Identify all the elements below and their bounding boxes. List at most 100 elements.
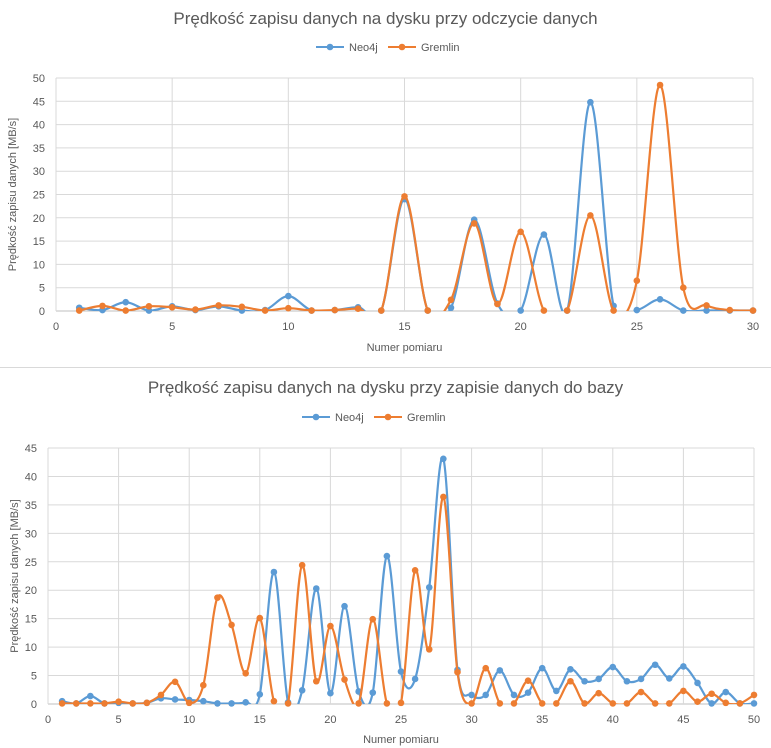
data-point-neo4j [680, 307, 687, 314]
y-tick-label: 5 [39, 283, 45, 295]
y-tick-label: 5 [31, 671, 37, 683]
series-line-gremlin [78, 83, 754, 311]
y-axis-label: Prędkość zapisu danych [MB/s] [7, 118, 19, 271]
legend-item-neo4j: Neo4j [302, 412, 364, 424]
data-point-gremlin [680, 687, 687, 695]
data-point-gremlin [494, 300, 501, 308]
legend-label: Gremlin [421, 42, 460, 54]
y-tick-label: 20 [33, 213, 45, 225]
x-tick-label: 20 [324, 714, 336, 726]
data-point-neo4j [567, 665, 574, 673]
data-point-neo4j [200, 697, 207, 705]
data-point-gremlin [749, 307, 757, 314]
data-point-neo4j [122, 298, 129, 306]
data-point-neo4j [228, 700, 235, 707]
data-point-gremlin [157, 691, 165, 699]
data-point-gremlin [563, 307, 571, 314]
data-point-neo4j [256, 691, 264, 698]
data-point-neo4j [665, 675, 673, 682]
data-point-gremlin [312, 677, 320, 685]
data-point-gremlin [327, 622, 334, 630]
data-point-gremlin [87, 700, 94, 707]
data-point-gremlin [581, 700, 588, 707]
data-point-gremlin [694, 698, 701, 706]
y-tick-label: 30 [25, 528, 37, 540]
data-point-neo4j [703, 307, 710, 314]
data-point-gremlin [75, 307, 83, 314]
data-point-neo4j [581, 677, 588, 685]
data-point-neo4j [425, 584, 433, 591]
data-point-neo4j [656, 296, 664, 303]
data-point-gremlin [540, 307, 548, 314]
series-neo4j [58, 455, 758, 707]
x-tick-label: 10 [183, 714, 195, 726]
data-point-gremlin [214, 594, 221, 601]
legend-marker [312, 413, 320, 421]
series-gremlin [75, 81, 757, 314]
x-tick-label: 35 [536, 714, 548, 726]
data-point-gremlin [553, 700, 560, 707]
x-axis-label: Numer pomiaru [367, 342, 443, 354]
data-point-gremlin [192, 306, 199, 313]
data-point-neo4j [87, 692, 94, 700]
data-point-gremlin [200, 681, 207, 689]
data-point-gremlin [168, 303, 176, 311]
data-point-gremlin [510, 700, 518, 707]
x-tick-label: 30 [465, 714, 477, 726]
data-point-gremlin [468, 700, 475, 707]
data-point-gremlin [750, 691, 758, 699]
data-point-gremlin [308, 307, 315, 314]
data-point-gremlin [517, 228, 524, 236]
legend-item-gremlin: Gremlin [374, 412, 446, 424]
data-point-neo4j [171, 696, 179, 703]
data-point-gremlin [355, 700, 362, 707]
data-point-gremlin [440, 493, 447, 501]
chart-read: Prędkość zapisu danych na dysku przy odc… [0, 0, 771, 366]
data-point-gremlin [261, 307, 269, 314]
data-point-gremlin [470, 220, 478, 227]
chart-write-svg: Prędkość zapisu danych na dysku przy zap… [9, 378, 760, 746]
data-point-gremlin [633, 277, 641, 285]
data-point-gremlin [703, 302, 710, 309]
data-point-gremlin [587, 212, 594, 219]
data-point-neo4j [496, 667, 504, 674]
data-point-gremlin [726, 306, 734, 314]
chart-read-svg: Prędkość zapisu danych na dysku przy odc… [7, 9, 759, 354]
data-point-gremlin [228, 621, 235, 629]
x-tick-label: 45 [677, 714, 689, 726]
data-point-neo4j [750, 700, 758, 707]
data-point-neo4j [397, 668, 405, 675]
data-point-neo4j [708, 700, 715, 707]
data-point-gremlin [567, 677, 574, 685]
data-point-gremlin [397, 699, 405, 707]
chart-title: Prędkość zapisu danych na dysku przy odc… [173, 9, 597, 28]
data-point-gremlin [298, 561, 306, 569]
data-point-gremlin [496, 700, 504, 707]
chart-write: Prędkość zapisu danych na dysku przy zap… [0, 367, 771, 748]
y-tick-label: 15 [25, 614, 37, 626]
data-point-gremlin [637, 688, 645, 696]
y-tick-label: 0 [31, 699, 37, 711]
data-point-gremlin [401, 193, 408, 200]
y-tick-label: 25 [25, 557, 37, 569]
data-point-neo4j [651, 661, 659, 669]
data-point-gremlin [72, 700, 80, 707]
data-point-gremlin [708, 690, 715, 698]
y-tick-label: 30 [33, 166, 45, 178]
series-line-gremlin [62, 495, 755, 704]
x-tick-label: 15 [398, 321, 410, 333]
data-point-neo4j [440, 455, 447, 463]
x-tick-label: 40 [607, 714, 619, 726]
data-point-gremlin [383, 700, 391, 707]
data-point-neo4j [694, 679, 701, 687]
data-point-gremlin [99, 302, 106, 310]
x-tick-label: 25 [631, 321, 643, 333]
data-point-gremlin [665, 700, 673, 707]
data-point-gremlin [331, 306, 339, 314]
data-point-neo4j [540, 231, 548, 238]
data-point-gremlin [680, 284, 687, 292]
data-point-gremlin [270, 697, 278, 705]
legend-marker [398, 43, 406, 51]
data-point-gremlin [447, 296, 455, 304]
data-point-neo4j [369, 689, 377, 696]
